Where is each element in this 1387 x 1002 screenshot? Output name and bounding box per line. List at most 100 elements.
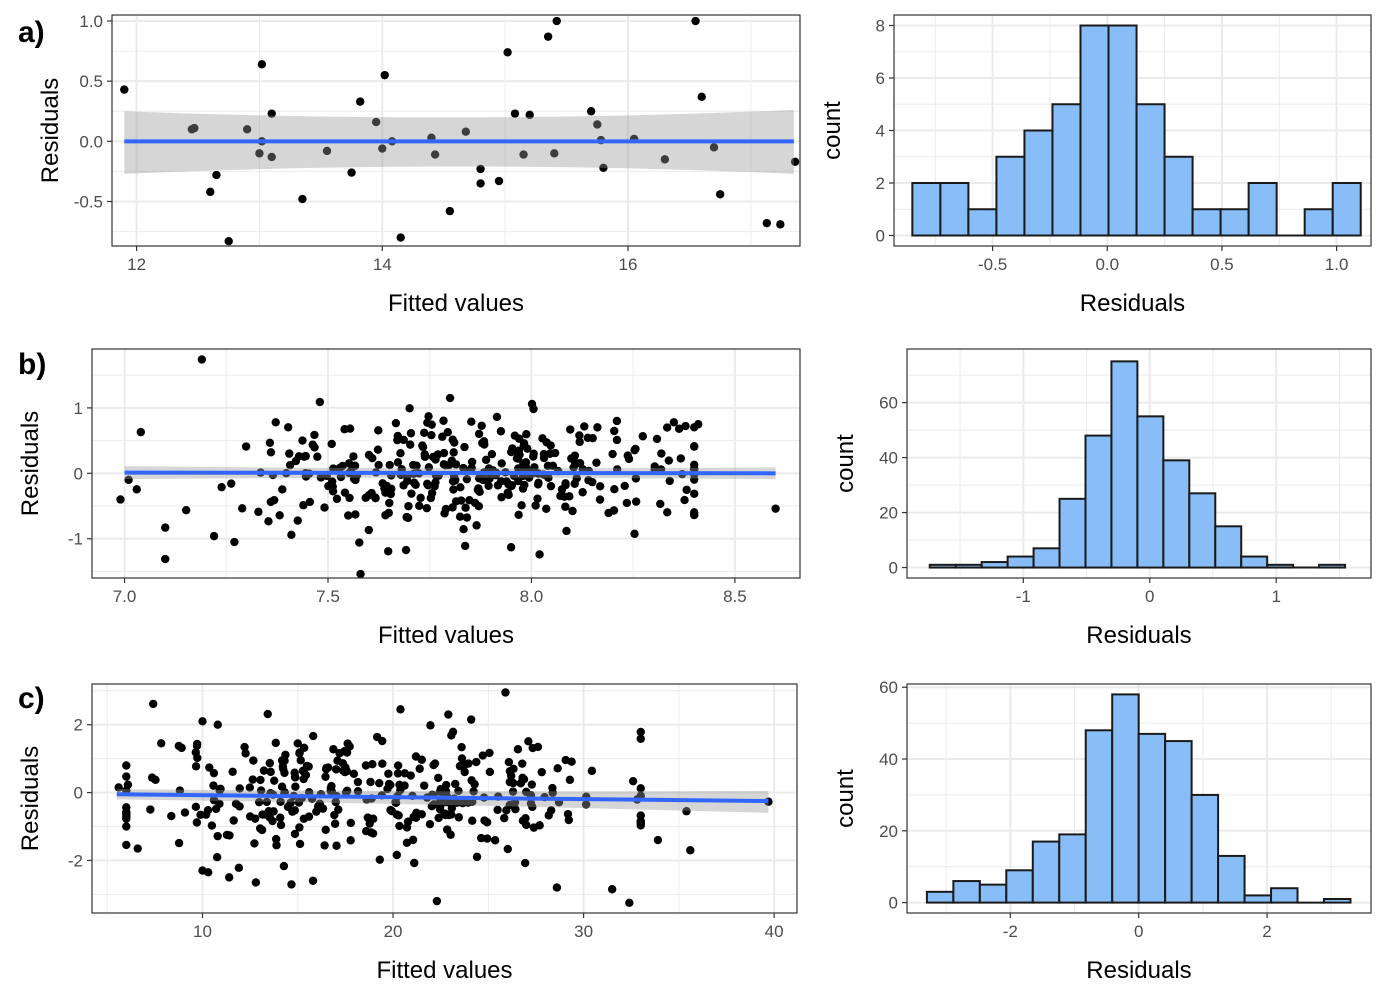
data-point — [503, 844, 512, 854]
y-tick-label: 0 — [74, 784, 83, 803]
data-point — [404, 501, 413, 511]
data-point — [546, 441, 555, 450]
data-point — [580, 422, 589, 431]
data-point — [309, 731, 318, 741]
y-tick-label: 8 — [876, 17, 885, 36]
data-point — [506, 447, 516, 457]
data-point — [161, 523, 170, 532]
data-point — [462, 474, 472, 484]
data-point — [423, 481, 433, 490]
data-point — [771, 504, 780, 513]
data-point — [427, 488, 437, 498]
data-point — [682, 485, 691, 495]
histogram-bar — [967, 208, 998, 237]
panel-a-residual-histogram: -0.5 0.0 0.5 1.0 0 2 4 6 8 Residuals count — [819, 14, 1372, 317]
data-point — [514, 510, 523, 519]
data-point — [449, 448, 458, 457]
data-point — [378, 759, 387, 768]
data-point — [293, 739, 302, 748]
data-point — [411, 480, 420, 489]
y-tick-label: 20 — [879, 504, 898, 523]
data-point — [523, 444, 532, 453]
histogram-bar — [1318, 563, 1347, 569]
x-tick-label: 12 — [127, 255, 146, 274]
data-point — [508, 787, 518, 796]
data-point — [227, 479, 236, 488]
data-point — [192, 741, 202, 751]
data-point — [451, 779, 460, 789]
data-point — [191, 762, 201, 771]
y-axis-title: count — [832, 434, 859, 493]
data-point — [290, 772, 300, 782]
data-point — [468, 816, 477, 825]
y-axis-title: Residuals — [17, 411, 44, 516]
data-point — [396, 233, 405, 242]
data-point — [442, 825, 452, 834]
data-point — [114, 783, 123, 792]
data-point — [448, 503, 457, 512]
data-point — [464, 759, 473, 768]
histogram-bar — [1084, 729, 1114, 904]
data-point — [524, 737, 533, 746]
data-point — [380, 70, 389, 80]
data-point — [630, 445, 639, 455]
data-point — [308, 876, 318, 885]
data-point — [374, 426, 383, 435]
data-point — [514, 476, 523, 486]
data-point — [469, 787, 478, 796]
data-point — [620, 481, 629, 491]
data-point — [356, 569, 365, 579]
data-point — [266, 448, 276, 457]
data-point — [304, 762, 313, 771]
data-point — [652, 434, 662, 444]
histogram-bar — [1110, 360, 1139, 569]
smooth-fit-line — [124, 470, 776, 476]
data-point — [476, 164, 485, 174]
data-point — [456, 496, 466, 505]
y-tick-label: -0.5 — [74, 192, 103, 211]
data-point — [445, 206, 455, 216]
y-tick-label: 1.0 — [79, 12, 103, 31]
data-point — [279, 861, 289, 871]
data-point — [480, 440, 489, 449]
histogram-bar — [1243, 894, 1273, 904]
data-point — [406, 429, 416, 438]
data-point — [542, 504, 551, 513]
data-point — [508, 778, 518, 788]
data-point — [459, 463, 468, 473]
data-point — [425, 819, 435, 829]
histogram-bar — [952, 880, 981, 904]
data-point — [262, 797, 271, 807]
data-point — [320, 841, 329, 850]
data-point — [515, 450, 524, 459]
histogram-bar — [1191, 208, 1222, 237]
x-tick-label: 1 — [1271, 587, 1280, 606]
data-point — [191, 802, 201, 812]
data-point — [256, 775, 265, 785]
histogram-bar — [1190, 793, 1220, 904]
data-point — [422, 503, 432, 513]
x-tick-label: -1 — [1016, 587, 1031, 606]
data-point — [322, 146, 332, 156]
histogram-bar — [925, 890, 955, 904]
data-point — [534, 478, 543, 488]
data-point — [241, 442, 251, 451]
data-point — [457, 742, 466, 752]
histogram-bar — [939, 182, 970, 237]
x-tick-label: 8.0 — [520, 587, 544, 606]
histogram-bar — [928, 563, 957, 569]
data-point — [276, 797, 285, 806]
data-point — [211, 804, 221, 814]
data-point — [291, 456, 301, 466]
data-point — [368, 759, 377, 769]
x-tick-label: 0 — [1145, 587, 1154, 606]
histogram-bar — [995, 155, 1026, 237]
data-point — [351, 510, 360, 519]
data-point — [331, 765, 341, 774]
data-point — [519, 150, 528, 159]
data-point — [465, 495, 474, 505]
data-point — [402, 823, 412, 832]
histogram-bar — [1247, 182, 1278, 237]
histogram-bar — [1322, 898, 1352, 904]
